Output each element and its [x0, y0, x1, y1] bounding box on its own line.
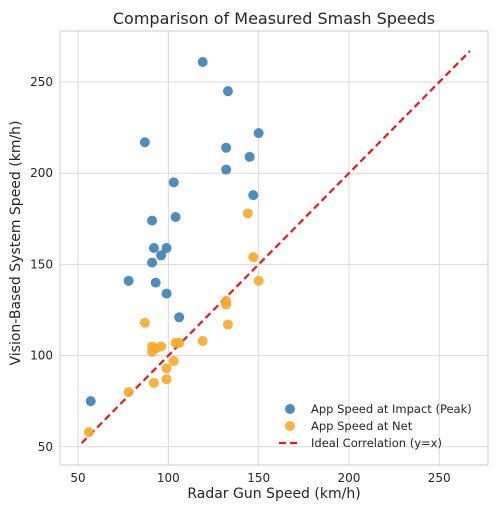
net-speed-point [222, 319, 233, 330]
legend-dot-marker [285, 421, 295, 431]
impact-speed-point [168, 177, 179, 188]
impact-speed-point [248, 190, 259, 201]
y-tick-label: 150 [30, 257, 53, 271]
impact-speed-point [253, 128, 264, 139]
net-speed-point [123, 387, 134, 398]
net-speed-point [174, 337, 185, 348]
impact-speed-point [161, 288, 172, 299]
y-tick-label: 250 [30, 75, 53, 89]
plot-area [59, 30, 489, 466]
x-axis-label: Radar Gun Speed (km/h) [187, 486, 360, 502]
impact-speed-point [221, 164, 232, 175]
net-speed-point [156, 341, 167, 352]
net-speed-point [248, 252, 259, 263]
legend: App Speed at Impact (Peak) App Speed at N… [279, 402, 472, 450]
impact-speed-point [222, 86, 233, 97]
legend-dot-marker [285, 404, 295, 414]
impact-speed-point [197, 57, 208, 67]
net-speed-point [253, 275, 264, 286]
chart-title: Comparison of Measured Smash Speeds [113, 9, 435, 28]
impact-speed-point [150, 277, 161, 288]
y-axis-label: Vision-Based System Speed (km/h) [8, 120, 24, 365]
impact-speed-point [174, 312, 185, 323]
legend-entry-label: App Speed at Net [311, 419, 413, 433]
net-speed-point [168, 356, 179, 367]
impact-speed-point [147, 215, 158, 226]
grid [60, 31, 488, 465]
legend-entry-label: App Speed at Impact (Peak) [311, 402, 472, 416]
impact-speed-point [147, 257, 158, 268]
net-speed-point [139, 317, 150, 328]
legend-entry-label: Ideal Correlation (y=x) [311, 436, 442, 450]
net-speed-point [83, 427, 94, 438]
impact-speed-point [156, 250, 167, 261]
y-tick-label: 100 [30, 349, 53, 363]
tick-labels: 50 100 150 200 250 50 100 150 200 250 [30, 75, 451, 485]
y-tick-label: 200 [30, 166, 53, 180]
net-speed-point [197, 336, 208, 346]
y-tick-label: 50 [38, 440, 53, 454]
net-speed-point [161, 363, 172, 374]
net-speed-point [148, 377, 159, 388]
data-points [83, 57, 264, 438]
impact-speed-point [85, 396, 96, 407]
ideal-line-layer [80, 50, 471, 444]
x-tick-label: 250 [428, 471, 451, 485]
ideal-correlation-line [80, 50, 471, 444]
impact-speed-point [123, 275, 134, 286]
x-tick-label: 200 [337, 471, 360, 485]
impact-speed-point [148, 243, 159, 253]
x-tick-label: 150 [247, 471, 270, 485]
net-speed-point [161, 374, 172, 385]
impact-speed-point [161, 243, 172, 253]
impact-speed-point [170, 212, 181, 222]
net-speed-point [242, 208, 253, 219]
x-tick-label: 50 [70, 471, 85, 485]
impact-speed-point [244, 151, 255, 162]
impact-speed-point [139, 137, 150, 148]
net-speed-point [221, 299, 232, 310]
x-tick-label: 100 [157, 471, 180, 485]
impact-speed-point [221, 142, 232, 153]
